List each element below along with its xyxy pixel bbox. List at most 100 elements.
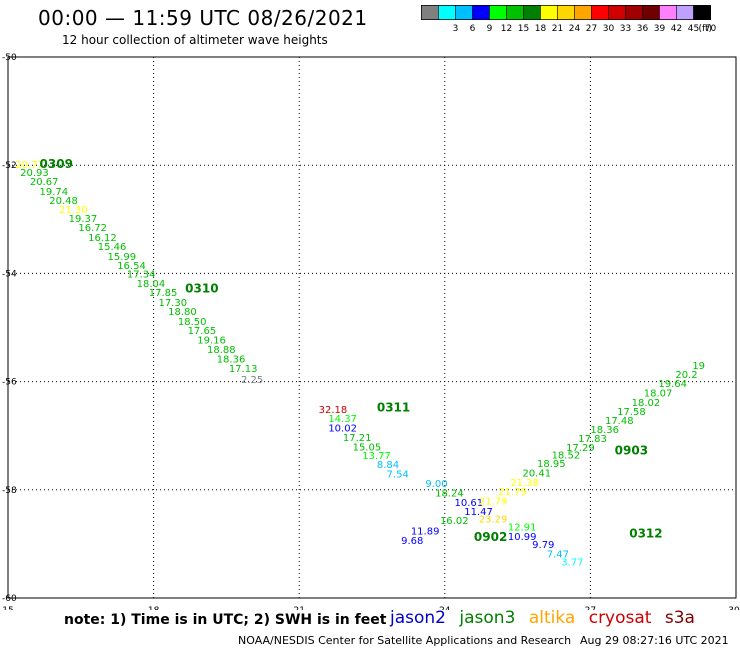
color-scale-label: 21 bbox=[552, 24, 563, 34]
wave-height-label: 19.74 bbox=[40, 187, 69, 198]
wave-height-label: 20.77 bbox=[15, 160, 44, 171]
color-scale-label: 27 bbox=[586, 24, 597, 34]
wave-height-label: 18.04 bbox=[137, 279, 166, 290]
wave-height-label: 11.47 bbox=[464, 507, 493, 518]
x-tick-label: 15 bbox=[2, 606, 13, 610]
wave-height-label: 10.61 bbox=[455, 498, 484, 509]
x-tick-label: 30 bbox=[728, 606, 740, 610]
wave-height-label: 19 bbox=[692, 361, 705, 372]
wave-height-label: 19.64 bbox=[658, 379, 687, 390]
wave-height-label: 18.36 bbox=[217, 355, 246, 366]
color-scale-label: 45 bbox=[688, 24, 699, 34]
y-tick-label: -52 bbox=[2, 161, 17, 171]
wave-height-label: 21.79 bbox=[479, 496, 508, 507]
satellite-s3a: s3a bbox=[664, 608, 695, 628]
wave-height-label: 17.83 bbox=[578, 434, 607, 445]
wave-height-label: 7.54 bbox=[387, 469, 409, 480]
satellite-jason3: jason3 bbox=[459, 608, 516, 628]
wave-height-label: 9.00 bbox=[425, 479, 447, 490]
y-tick-label: -58 bbox=[2, 486, 17, 496]
wave-height-label: 17.29 bbox=[566, 443, 595, 454]
wave-height-label: 9.68 bbox=[401, 536, 423, 547]
wave-height-label: 16.72 bbox=[78, 223, 107, 234]
wave-height-label: 23.29 bbox=[479, 514, 508, 525]
wave-height-label: 18.88 bbox=[207, 345, 236, 356]
wave-height-label: 19.16 bbox=[197, 336, 226, 347]
wave-height-label: 18.95 bbox=[537, 459, 566, 470]
wave-height-label: 18.80 bbox=[168, 307, 197, 318]
y-tick-label: -60 bbox=[2, 594, 17, 604]
color-scale-legend: 3 6 9 12 15 18 21 24 27 30 33 36 39 42 45 70(ft) bbox=[421, 5, 717, 34]
wave-height-label: 20.2 bbox=[675, 370, 697, 381]
wave-height-label: 16.54 bbox=[117, 261, 146, 272]
wave-height-label: 7.47 bbox=[547, 549, 569, 560]
wave-height-label: 12.91 bbox=[508, 522, 537, 533]
wave-height-label: 20.93 bbox=[20, 168, 49, 179]
pass-label: 0902 bbox=[474, 530, 507, 544]
pass-label: 0310 bbox=[185, 281, 218, 295]
wave-height-label: 15.99 bbox=[107, 252, 136, 263]
wave-height-label: 17.34 bbox=[127, 270, 156, 281]
color-scale-label: 70 bbox=[705, 24, 717, 34]
chart-title: 00:00 — 11:59 UTC 08/26/2021 bbox=[38, 6, 368, 30]
color-scale-label: 33 bbox=[620, 24, 631, 34]
satellite-legend: jason2 jason3 altika cryosat s3a bbox=[390, 608, 703, 628]
color-scale-unit: (ft) bbox=[698, 24, 712, 34]
color-scale-label: 18 bbox=[535, 24, 547, 34]
wave-height-label: 8.84 bbox=[377, 460, 399, 471]
x-tick-label: 18 bbox=[148, 606, 160, 610]
wave-height-label: 3.77 bbox=[561, 558, 583, 569]
wave-height-label: 18.24 bbox=[435, 488, 464, 499]
wave-height-label: 20.67 bbox=[30, 177, 59, 188]
pass-label: 0311 bbox=[377, 400, 410, 414]
color-scale-label: 6 bbox=[470, 24, 476, 34]
wave-height-label: 17.13 bbox=[229, 364, 258, 375]
wave-height-label: 10.02 bbox=[328, 423, 357, 434]
wave-height-label: 9.79 bbox=[532, 540, 554, 551]
wave-height-label: 32.18 bbox=[319, 405, 348, 416]
wave-height-label: 18.50 bbox=[178, 317, 207, 328]
pass-label: 0312 bbox=[629, 526, 662, 540]
satellite-altika: altika bbox=[528, 608, 576, 628]
x-tick-label: 21 bbox=[293, 606, 304, 610]
chart-subtitle: 12 hour collection of altimeter wave hei… bbox=[62, 33, 328, 47]
wave-height-label: 14.37 bbox=[328, 414, 357, 425]
wave-height-label: 17.65 bbox=[188, 326, 217, 337]
wave-height-label: 2.25 bbox=[241, 375, 263, 386]
wave-height-label: 10.99 bbox=[508, 532, 537, 543]
wave-height-label: 18.02 bbox=[632, 398, 661, 409]
color-scale-label: 30 bbox=[603, 24, 615, 34]
wave-height-label: 18.36 bbox=[590, 425, 619, 436]
color-scale-label: 3 bbox=[453, 24, 459, 34]
footnote: note: 1) Time is in UTC; 2) SWH is in fe… bbox=[64, 612, 387, 628]
wave-height-label: 21.79 bbox=[498, 487, 527, 498]
color-scale-label: 12 bbox=[501, 24, 512, 34]
satellite-cryosat: cryosat bbox=[588, 608, 652, 628]
satellite-jason2: jason2 bbox=[390, 608, 446, 628]
wave-height-label: 18.52 bbox=[552, 450, 581, 461]
wave-height-label: 17.58 bbox=[617, 407, 646, 418]
wave-height-label: 21.30 bbox=[59, 205, 88, 216]
x-tick-label: 24 bbox=[439, 606, 451, 610]
wave-height-label: 16.02 bbox=[440, 516, 469, 527]
wave-height-label: 11.89 bbox=[411, 527, 440, 538]
wave-height-label: 19.37 bbox=[69, 214, 98, 225]
wave-height-label: 16.12 bbox=[88, 233, 117, 244]
color-scale-label: 42 bbox=[671, 24, 682, 34]
y-tick-label: -50 bbox=[2, 53, 17, 63]
timestamp-text: Aug 29 08:27:16 UTC 2021 bbox=[580, 634, 729, 647]
y-tick-label: -56 bbox=[2, 378, 17, 388]
y-tick-label: -54 bbox=[2, 269, 17, 279]
wave-height-label: 20.48 bbox=[49, 196, 78, 207]
color-swatch bbox=[693, 5, 711, 20]
color-scale-label: 36 bbox=[637, 24, 649, 34]
wave-height-label: 21.38 bbox=[510, 478, 539, 489]
wave-height-label: 15.46 bbox=[98, 242, 127, 253]
plot-frame bbox=[7, 56, 737, 599]
wave-height-label: 20.41 bbox=[522, 468, 551, 479]
pass-label: 0903 bbox=[615, 444, 648, 458]
credit-text: NOAA/NESDIS Center for Satellite Applica… bbox=[238, 634, 572, 647]
wave-height-label: 18.07 bbox=[644, 389, 673, 400]
color-scale-label: 9 bbox=[487, 24, 493, 34]
plot-area: 15 18 21 24 27 30 -50 -52 -54 -56 -58 -60 20.7720.93… bbox=[2, 53, 740, 610]
